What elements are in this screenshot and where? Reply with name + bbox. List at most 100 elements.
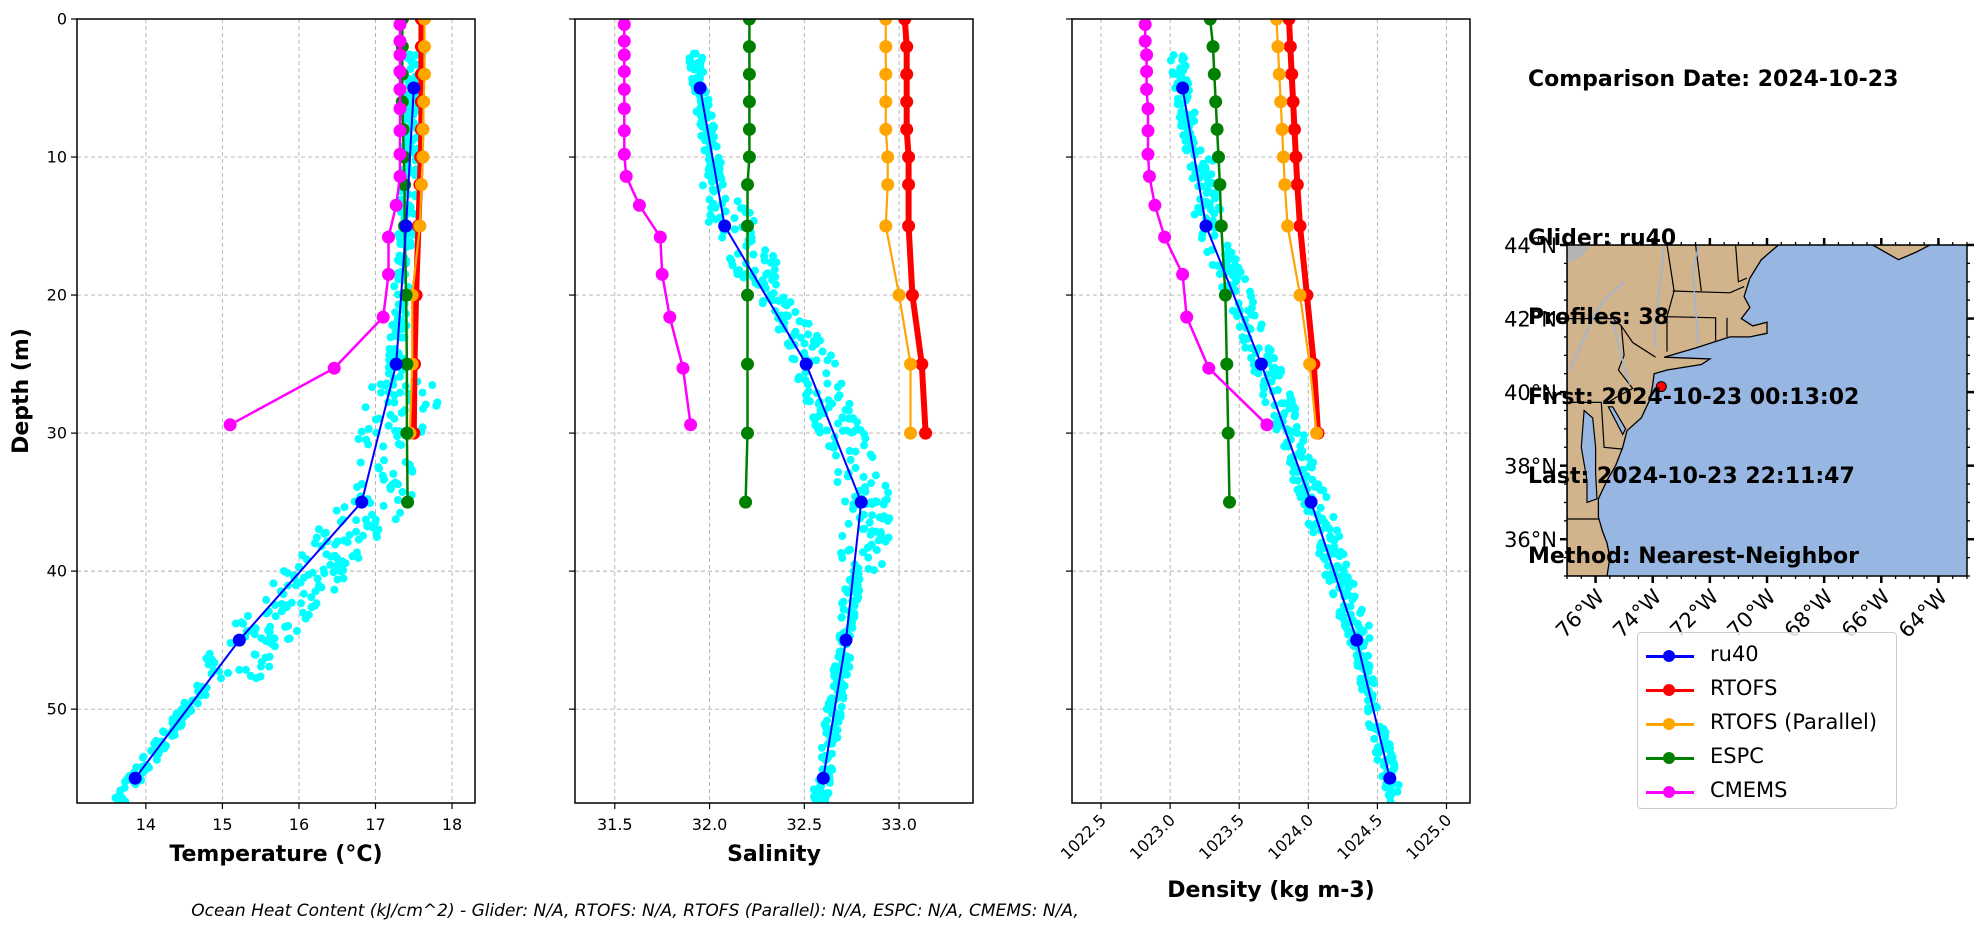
data-point: [393, 169, 407, 183]
x-axis-label: Salinity: [727, 842, 821, 867]
axes-frame: [76, 18, 476, 804]
glider-raw-point: [1335, 532, 1344, 541]
state-border: [1666, 245, 1675, 352]
glider-raw-point: [717, 174, 726, 183]
glider-raw-point: [375, 464, 384, 473]
glider-raw-point: [706, 210, 715, 219]
glider-raw-point: [1299, 431, 1308, 440]
data-point: [1260, 418, 1274, 432]
y-axis-label: Depth (m): [9, 328, 34, 454]
profile-count: Profiles: 38: [1528, 305, 1670, 330]
series-line: [134, 87, 415, 779]
glider-raw-point: [870, 566, 879, 575]
glider-raw-point: [810, 786, 819, 794]
data-point: [1272, 67, 1286, 81]
data-point: [1209, 95, 1223, 109]
data-point: [1293, 288, 1307, 302]
glider-raw-point: [715, 164, 724, 173]
data-point: [1290, 178, 1304, 192]
data-point: [617, 48, 631, 62]
glider-raw-point: [821, 809, 829, 817]
data-point: [742, 95, 756, 109]
glider-raw-point: [818, 798, 826, 803]
glider-raw-point: [851, 447, 860, 456]
data-point: [1214, 219, 1228, 233]
glider-raw-point: [264, 626, 273, 635]
glider-raw-point: [1323, 561, 1332, 570]
glider-raw-point: [354, 435, 363, 444]
glider-raw-point: [804, 330, 812, 339]
glider-raw-point: [739, 204, 748, 213]
glider-raw-point: [398, 488, 407, 496]
data-point: [393, 102, 407, 116]
y-tick-label: 10: [47, 148, 67, 167]
glider-raw-point: [1320, 518, 1329, 526]
glider-raw-point: [161, 741, 170, 750]
series-rtofs: [898, 19, 933, 440]
glider-raw-point: [730, 225, 739, 234]
glider-raw-point: [386, 333, 395, 342]
data-point: [232, 633, 246, 647]
state-border: [1672, 286, 1745, 294]
glider-raw-point: [1267, 377, 1276, 386]
glider-raw-point: [1272, 425, 1281, 434]
data-point: [400, 357, 414, 371]
glider-raw-point: [878, 560, 886, 569]
data-point: [1223, 495, 1236, 509]
glider-raw-point: [1379, 725, 1388, 733]
data-point: [1202, 361, 1216, 375]
glider-raw-point: [691, 64, 700, 73]
data-point: [1140, 48, 1154, 62]
glider-raw-point: [842, 670, 851, 679]
glider-raw-point: [834, 419, 842, 428]
y-tick-label: 20: [47, 286, 67, 305]
data-point: [1207, 67, 1221, 81]
glider-raw-point: [270, 634, 279, 643]
glider-raw-point: [833, 478, 842, 487]
series-cmems: [617, 19, 698, 432]
first-profile-time: First: 2024-10-23 00:13:02: [1528, 384, 1860, 410]
glider-raw-point: [715, 158, 724, 167]
data-point: [1138, 19, 1152, 31]
glider-raw-point: [333, 537, 342, 546]
series-line: [699, 87, 863, 779]
data-point: [663, 310, 677, 324]
glider-raw-point: [311, 601, 320, 610]
glider-raw-point: [1247, 292, 1255, 301]
land: [1567, 245, 1780, 576]
data-point: [741, 426, 754, 440]
glider-raw-point: [391, 308, 400, 317]
data-point: [904, 426, 917, 440]
series-line: [1181, 87, 1391, 779]
glider-raw-point: [390, 391, 399, 400]
data-point: [1218, 288, 1232, 302]
data-point: [382, 267, 395, 281]
glider-raw-point: [1393, 787, 1402, 796]
data-point: [900, 95, 914, 109]
glider-raw-point: [705, 195, 714, 204]
glider-raw-point: [1316, 503, 1325, 512]
glider-raw-point: [783, 339, 792, 348]
data-point: [393, 34, 407, 48]
x-tick-label: 16: [289, 815, 309, 834]
glider-raw-point: [847, 428, 856, 437]
glider-raw-point: [760, 256, 769, 265]
data-point: [902, 150, 916, 164]
data-point: [1350, 633, 1364, 647]
ocean-heat-content-footer: Ocean Heat Content (kJ/cm^2) - Glider: N…: [191, 901, 1079, 921]
glider-raw-point: [1270, 411, 1279, 420]
series-espc: [1203, 19, 1236, 509]
data-point: [892, 288, 906, 302]
glider-raw-point: [1173, 95, 1182, 103]
glider-raw-point: [1370, 734, 1379, 743]
glider-raw-point: [868, 527, 877, 536]
glider-raw-point: [818, 347, 827, 356]
legend-label: ru40: [1710, 642, 1759, 666]
data-point: [905, 288, 919, 302]
glider-raw-point: [1181, 145, 1190, 153]
glider-raw-point: [827, 764, 836, 773]
glider-raw-point: [871, 471, 880, 480]
glider-raw-point: [1389, 806, 1397, 814]
glider-raw-point: [217, 674, 225, 683]
